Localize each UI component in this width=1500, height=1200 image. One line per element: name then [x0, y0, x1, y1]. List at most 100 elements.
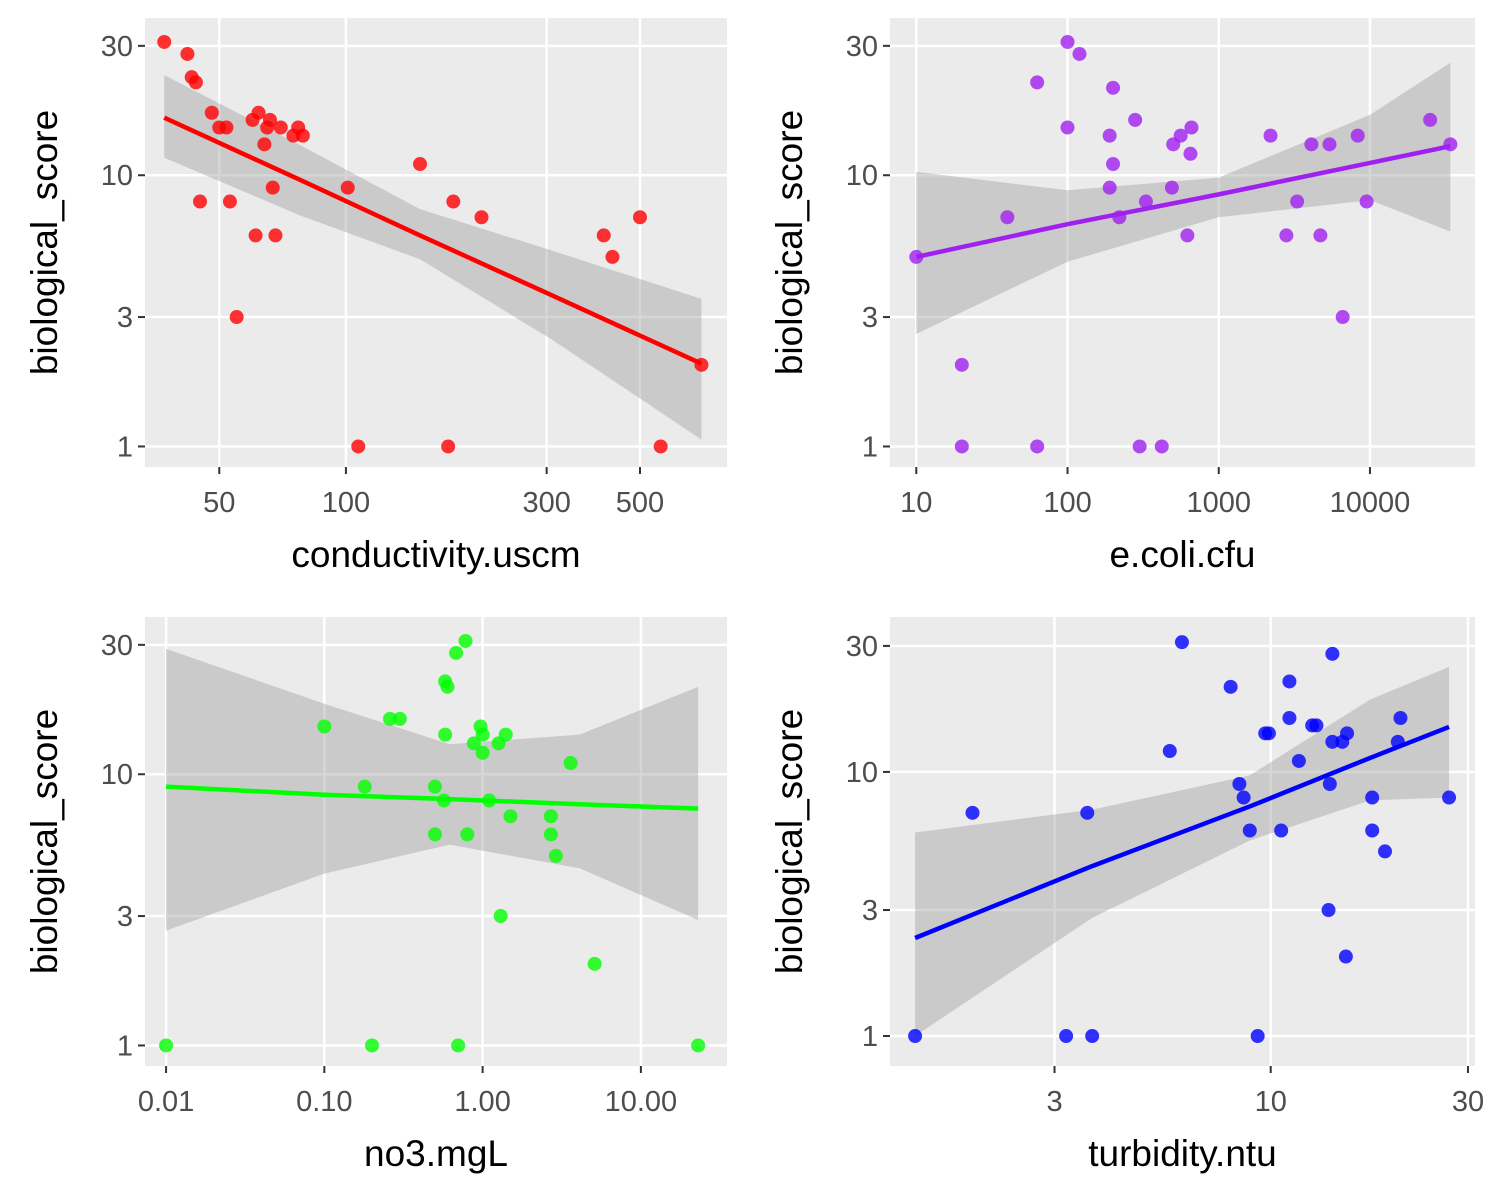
- data-point: [446, 194, 461, 209]
- data-point: [1060, 34, 1075, 49]
- data-point: [1338, 949, 1353, 964]
- x-axis-title: turbidity.ntu: [1088, 1133, 1277, 1174]
- data-point: [383, 711, 398, 726]
- data-point: [1085, 1029, 1100, 1044]
- data-point: [694, 357, 709, 372]
- data-point: [1180, 228, 1195, 243]
- data-point: [596, 228, 611, 243]
- data-point: [475, 745, 490, 760]
- y-tick-label: 30: [101, 31, 133, 63]
- data-point: [1321, 903, 1336, 918]
- data-point: [1030, 439, 1045, 454]
- data-point: [1102, 180, 1117, 195]
- data-point: [257, 137, 272, 152]
- data-point: [1309, 718, 1324, 733]
- data-point: [451, 1038, 466, 1053]
- x-tick-label: 30: [1452, 1086, 1484, 1118]
- data-point: [392, 711, 407, 726]
- data-point: [563, 756, 578, 771]
- x-tick-label: 0.01: [138, 1086, 194, 1118]
- data-point: [1350, 128, 1365, 143]
- data-point: [1340, 726, 1355, 741]
- data-point: [1072, 46, 1087, 61]
- data-point: [605, 249, 620, 264]
- data-point: [1128, 112, 1143, 127]
- data-point: [1183, 146, 1198, 161]
- data-point: [474, 210, 489, 225]
- x-tick-label: 10.00: [605, 1086, 678, 1118]
- data-point: [498, 727, 513, 742]
- data-point: [1132, 439, 1147, 454]
- y-tick-label: 1: [117, 1030, 133, 1062]
- data-point: [1282, 674, 1297, 689]
- fit-line: [163, 115, 703, 366]
- data-point: [1106, 157, 1121, 172]
- data-point: [1059, 1029, 1074, 1044]
- x-tick-label: 300: [522, 487, 570, 519]
- panel-background: [890, 617, 1475, 1066]
- data-point: [436, 793, 451, 808]
- confidence-band: [916, 62, 1451, 334]
- data-point: [317, 719, 332, 734]
- data-point: [503, 809, 518, 824]
- x-tick-label: 50: [203, 487, 235, 519]
- data-point: [427, 827, 442, 842]
- data-point: [1223, 679, 1238, 694]
- data-point: [1322, 777, 1337, 792]
- data-point: [1393, 711, 1408, 726]
- x-tick-label: 100: [322, 487, 370, 519]
- data-point: [1080, 805, 1095, 820]
- data-point: [1423, 112, 1438, 127]
- data-point: [248, 228, 263, 243]
- data-point: [229, 310, 244, 325]
- x-tick-label: 10: [900, 487, 932, 519]
- data-point: [1274, 823, 1289, 838]
- data-point: [909, 249, 924, 264]
- x-tick-label: 1.00: [454, 1086, 510, 1118]
- data-point: [1443, 137, 1458, 152]
- y-axis-title: biological_score: [769, 110, 810, 375]
- x-tick-label: 0.10: [296, 1086, 352, 1118]
- data-point: [1325, 646, 1340, 661]
- data-point: [413, 157, 428, 172]
- data-point: [180, 46, 195, 61]
- data-point: [441, 439, 456, 454]
- data-point: [188, 75, 203, 90]
- data-point: [1377, 844, 1392, 859]
- data-point: [222, 194, 237, 209]
- data-point: [1060, 120, 1075, 135]
- data-point: [1102, 128, 1117, 143]
- data-point: [1325, 734, 1340, 749]
- data-point: [1162, 744, 1177, 759]
- data-point: [1236, 790, 1251, 805]
- data-point: [1282, 711, 1297, 726]
- data-point: [1242, 823, 1257, 838]
- x-tick-label: 3: [1046, 1086, 1062, 1118]
- data-point: [466, 736, 481, 751]
- data-point: [1322, 137, 1337, 152]
- x-tick-label: 100: [1043, 487, 1091, 519]
- data-point: [475, 727, 490, 742]
- data-point: [1263, 128, 1278, 143]
- y-axis-title: biological_score: [24, 110, 65, 375]
- data-point: [1335, 310, 1350, 325]
- y-tick-label: 1: [862, 431, 878, 463]
- y-tick-label: 30: [846, 31, 878, 63]
- data-point: [1000, 210, 1015, 225]
- data-point: [1030, 75, 1045, 90]
- data-point: [440, 679, 455, 694]
- y-tick-label: 3: [117, 302, 133, 334]
- data-point: [1290, 194, 1305, 209]
- data-point: [449, 645, 464, 660]
- data-point: [1442, 790, 1457, 805]
- data-point: [1359, 194, 1374, 209]
- data-point: [340, 180, 355, 195]
- x-tick-label: 1000: [1186, 487, 1251, 519]
- data-point: [1174, 635, 1189, 650]
- data-point: [1173, 128, 1188, 143]
- y-tick-label: 1: [117, 431, 133, 463]
- data-point: [159, 1038, 174, 1053]
- data-point: [482, 793, 497, 808]
